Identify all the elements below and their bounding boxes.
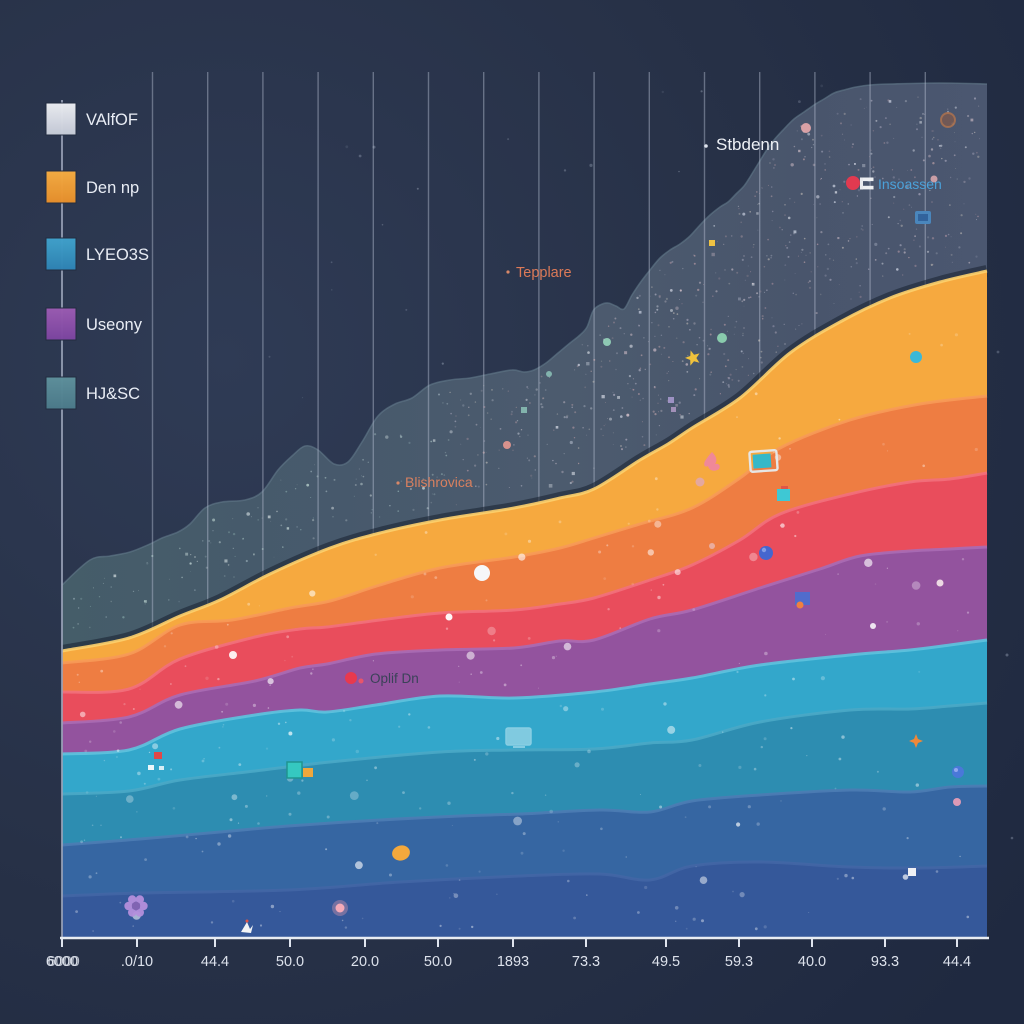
svg-text:59.3: 59.3 bbox=[725, 954, 753, 970]
svg-text:73.3: 73.3 bbox=[572, 954, 600, 970]
svg-text:44.4: 44.4 bbox=[943, 954, 971, 970]
svg-text:.0/10: .0/10 bbox=[121, 954, 153, 970]
svg-text:Useony: Useony bbox=[86, 316, 143, 334]
svg-text:Oplif Dn: Oplif Dn bbox=[370, 671, 419, 686]
svg-text:50.0: 50.0 bbox=[276, 954, 304, 970]
svg-text:6000: 6000 bbox=[46, 954, 78, 970]
svg-text:44.4: 44.4 bbox=[201, 954, 229, 970]
svg-text:HJ&SC: HJ&SC bbox=[86, 385, 140, 403]
svg-text:49.5: 49.5 bbox=[652, 954, 680, 970]
svg-text:Insoassen: Insoassen bbox=[878, 176, 942, 192]
svg-text:Blishrovica: Blishrovica bbox=[405, 474, 473, 490]
svg-text:50.0: 50.0 bbox=[424, 954, 452, 970]
svg-text:Stbdenn: Stbdenn bbox=[716, 135, 779, 154]
svg-text:1893: 1893 bbox=[497, 954, 529, 970]
svg-text:40.0: 40.0 bbox=[798, 954, 826, 970]
svg-text:VAlfOF: VAlfOF bbox=[86, 111, 138, 129]
svg-text:LYEO3S: LYEO3S bbox=[86, 246, 149, 264]
svg-text:Den np: Den np bbox=[86, 179, 139, 197]
svg-text:93.3: 93.3 bbox=[871, 954, 899, 970]
svg-text:6000: 6000 bbox=[47, 954, 79, 970]
svg-text:Tepplare: Tepplare bbox=[516, 265, 572, 281]
svg-text:20.0: 20.0 bbox=[351, 954, 379, 970]
